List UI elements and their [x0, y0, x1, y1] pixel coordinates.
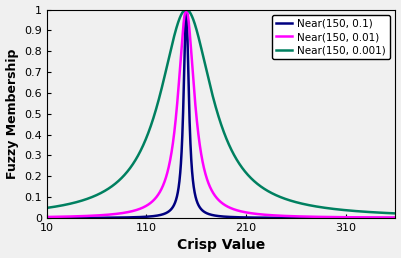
Near(150, 0.001)	[84, 198, 89, 201]
Near(150, 0.01)	[84, 214, 89, 217]
Near(150, 0.001)	[184, 8, 188, 11]
Near(150, 0.001)	[349, 209, 354, 212]
Near(150, 0.1)	[193, 196, 198, 199]
Near(150, 0.001)	[178, 15, 183, 18]
Near(150, 0.1)	[45, 216, 49, 220]
Near(150, 0.01)	[349, 216, 354, 219]
Near(150, 0.01)	[178, 60, 183, 63]
Near(150, 0.001)	[45, 206, 49, 209]
Near(150, 0.01)	[45, 215, 49, 219]
Line: Near(150, 0.1): Near(150, 0.1)	[47, 10, 395, 218]
Near(150, 0.1)	[178, 168, 183, 172]
Y-axis label: Fuzzy Membership: Fuzzy Membership	[6, 49, 18, 179]
Near(150, 0.001)	[105, 188, 109, 191]
Near(150, 0.1)	[184, 8, 188, 11]
Near(150, 0.1)	[393, 216, 398, 220]
X-axis label: Crisp Value: Crisp Value	[177, 238, 265, 252]
Near(150, 0.01)	[393, 216, 398, 219]
Near(150, 0.1)	[386, 216, 391, 220]
Legend: Near(150, 0.1), Near(150, 0.01), Near(150, 0.001): Near(150, 0.1), Near(150, 0.01), Near(15…	[272, 15, 390, 59]
Near(150, 0.1)	[349, 216, 354, 220]
Near(150, 0.1)	[84, 216, 89, 219]
Line: Near(150, 0.01): Near(150, 0.01)	[47, 10, 395, 217]
Near(150, 0.01)	[184, 8, 188, 11]
Near(150, 0.001)	[393, 212, 398, 215]
Near(150, 0.001)	[386, 212, 391, 215]
Near(150, 0.1)	[105, 216, 109, 219]
Near(150, 0.01)	[193, 107, 198, 110]
Near(150, 0.001)	[193, 25, 198, 28]
Near(150, 0.01)	[105, 213, 109, 216]
Near(150, 0.01)	[386, 216, 391, 219]
Line: Near(150, 0.001): Near(150, 0.001)	[47, 10, 395, 213]
